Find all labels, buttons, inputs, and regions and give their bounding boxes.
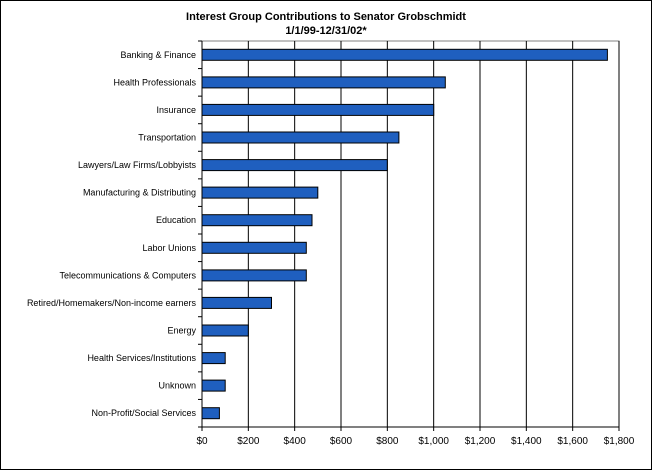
bar: [201, 379, 226, 392]
category-label: Manufacturing & Distributing: [83, 188, 196, 198]
bar: [201, 407, 220, 420]
x-tick-labels: $0 $200 $400 $600 $800 $1,000 $1,200 $1,400 $1,6…: [196, 436, 634, 447]
bar: [201, 296, 272, 309]
bar: [201, 241, 307, 254]
x-tick-label: $1,000: [418, 436, 449, 447]
category-label: Labor Unions: [142, 243, 196, 253]
category-label: Banking & Finance: [120, 50, 196, 60]
category-label: Retired/Homemakers/Non-income earners: [27, 298, 197, 308]
bar: [201, 324, 249, 337]
category-label: Transportation: [138, 133, 196, 143]
bar: [201, 214, 313, 227]
category-label: Health Services/Institutions: [87, 353, 196, 363]
x-tick-label: $1,600: [557, 436, 588, 447]
bar: [201, 352, 226, 365]
chart-title: Interest Group Contributions to Senator …: [186, 11, 466, 23]
bars: [201, 48, 608, 420]
plot-area: [201, 40, 620, 428]
x-tick-label: $0: [196, 436, 208, 447]
bar: [201, 186, 319, 199]
axes: [198, 40, 620, 431]
bar: [201, 103, 435, 116]
category-label: Non-Profit/Social Services: [91, 408, 196, 418]
category-label: Unknown: [158, 381, 196, 391]
x-tick-label: $1,400: [511, 436, 542, 447]
x-tick-label: $1,800: [604, 436, 635, 447]
x-tick-label: $200: [237, 436, 260, 447]
category-labels: Banking & Finance Health Professionals Ins…: [27, 50, 197, 418]
bar: [201, 76, 446, 89]
category-label: Energy: [167, 326, 196, 336]
bar: [201, 269, 307, 282]
bar: [201, 131, 400, 144]
x-tick-label: $800: [376, 436, 399, 447]
bar: [201, 159, 388, 172]
category-label: Education: [156, 215, 196, 225]
x-tick-label: $600: [330, 436, 353, 447]
bar: [201, 48, 608, 61]
x-tick-label: $400: [284, 436, 307, 447]
x-tick-label: $1,200: [465, 436, 496, 447]
chart-subtitle: 1/1/99-12/31/02*: [285, 25, 367, 37]
category-label: Telecommunications & Computers: [59, 270, 196, 280]
gridlines: [201, 40, 620, 428]
category-label: Health Professionals: [113, 77, 196, 87]
category-label: Insurance: [156, 105, 196, 115]
category-label: Lawyers/Law Firms/Lobbyists: [78, 160, 197, 170]
